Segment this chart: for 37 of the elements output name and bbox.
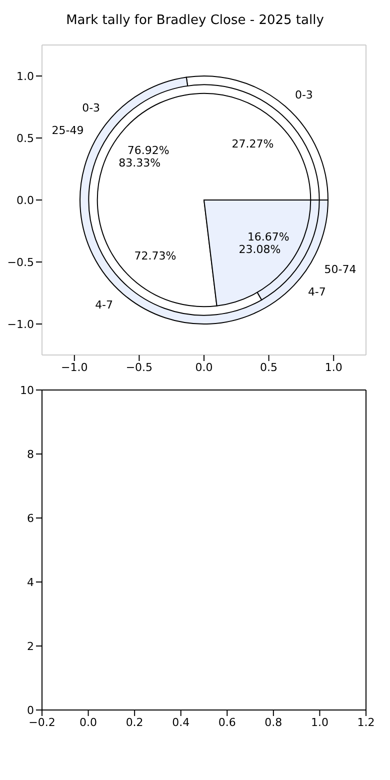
y-tick-label: 6 [27,512,34,525]
x-tick-label: 0.0 [195,360,213,374]
y-tick-label: 10 [20,384,34,397]
x-tick-label: 0.4 [172,716,190,729]
category-label: 4-7 [308,286,326,299]
y-tick-label: 8 [27,448,34,461]
x-tick-label: 0.0 [80,716,98,729]
x-tick-label: 1.0 [324,360,342,374]
category-label: 50-74 [324,262,356,276]
text: 27.27% [232,137,274,150]
x-tick-label: 1.0 [310,716,328,729]
x-tick-label: 0.8 [264,716,282,729]
x-tick-label: 0.6 [218,716,236,729]
y-tick-label: 0 [27,704,34,717]
x-tick-label: −0.2 [28,716,56,729]
x-tick-label: −0.5 [126,360,153,374]
y-tick-label: 0.0 [16,194,34,207]
chart-title: Mark tally for Bradley Close - 2025 tally [65,12,325,30]
text: 72.73% [134,250,176,263]
y-tick-label: 0.5 [16,132,34,145]
y-tick-label: 1.0 [16,70,34,83]
x-tick-label: −1.0 [61,360,88,374]
category-label: 4-7 [95,298,114,312]
x-tick-label: 0.5 [260,360,278,374]
y-tick-label: 2 [27,640,34,653]
category-label: 0-3 [82,101,100,114]
category-label: 25-49 [52,124,84,138]
y-tick-label: −0.5 [7,256,34,269]
x-tick-label: 1.2 [357,716,375,729]
category-label: 0-3 [294,88,313,102]
text: 16.67% [247,230,290,244]
x-tick-label: 0.2 [126,716,144,729]
text: 76.92% [127,144,170,158]
y-tick-label: −1.0 [7,318,34,331]
y-tick-label: 4 [27,576,34,589]
text: 23.08% [238,242,281,256]
text: 83.33% [118,156,161,170]
